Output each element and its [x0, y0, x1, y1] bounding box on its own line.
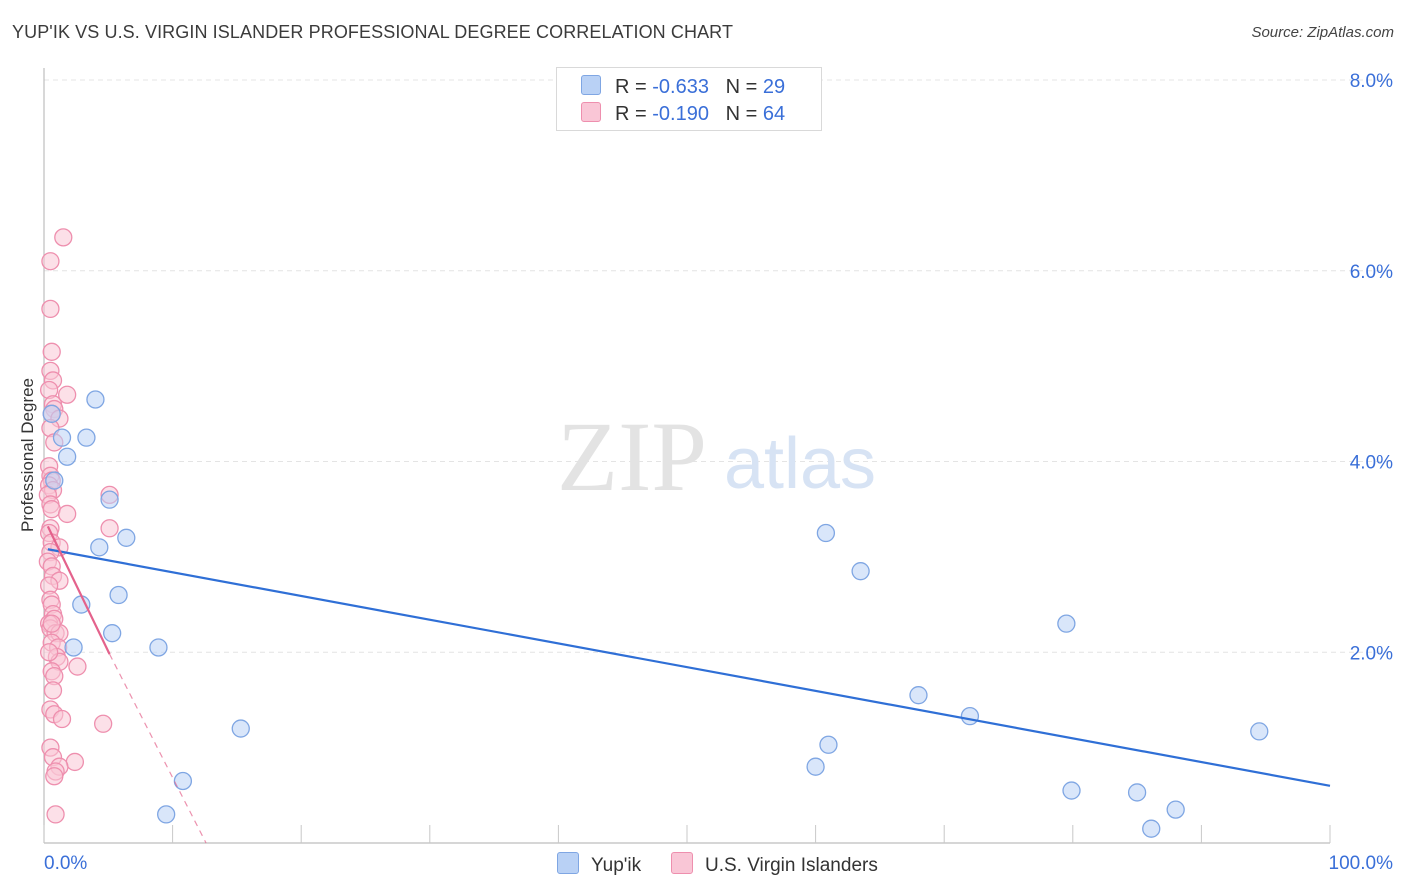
point-virgin-islanders — [41, 252, 60, 271]
point-yupik — [909, 686, 928, 705]
legend-r-value: -0.190 — [652, 103, 709, 125]
point-virgin-islanders — [57, 385, 77, 404]
point-virgin-islanders — [52, 709, 72, 729]
watermark-atlas: atlas — [724, 424, 876, 504]
legend-r-label: R = — [615, 103, 653, 125]
tick-labels: 2.0% 4.0% 6.0% 8.0% 0.0% 100.0% — [44, 71, 1393, 874]
legend-n-label: N = — [725, 76, 763, 98]
point-yupik — [173, 771, 193, 791]
point-virgin-islanders — [94, 714, 113, 733]
y-tick-label: 2.0% — [1350, 643, 1393, 664]
point-yupik — [816, 523, 836, 543]
point-yupik — [52, 428, 72, 447]
trendline-virgin-islanders — [46, 525, 111, 655]
legend-row-virgin-islanders: R = -0.190 N = 64 — [581, 102, 785, 126]
point-yupik — [72, 595, 91, 614]
point-virgin-islanders — [45, 767, 64, 786]
x-tick-label-min: 0.0% — [44, 853, 87, 874]
watermark-zip: ZIP — [557, 401, 707, 512]
point-virgin-islanders — [46, 805, 65, 824]
legend-row-yupik: R = -0.633 N = 29 — [581, 75, 785, 99]
legend-n-value: 64 — [762, 103, 786, 125]
point-virgin-islanders — [57, 504, 77, 524]
legend-r-label: R = — [615, 76, 653, 98]
point-yupik — [157, 805, 176, 824]
point-virgin-islanders — [100, 519, 119, 538]
bottom-legend-swatch-blue — [557, 852, 579, 874]
point-yupik — [231, 719, 250, 738]
point-yupik — [149, 638, 168, 657]
point-virgin-islanders — [54, 228, 73, 247]
legend-n-label: N = — [725, 103, 763, 125]
bottom-legend-yupik: Yup'ik — [557, 852, 641, 877]
point-yupik — [1062, 781, 1081, 800]
point-yupik — [57, 447, 77, 466]
legend-n-value: 29 — [762, 76, 786, 98]
correlation-legend: R = -0.633 N = 29 R = -0.190 N = 64 — [556, 67, 822, 131]
point-yupik — [806, 757, 825, 776]
point-virgin-islanders — [68, 657, 87, 676]
y-tick-label: 6.0% — [1350, 262, 1393, 283]
point-yupik — [86, 390, 105, 409]
point-yupik — [1250, 722, 1269, 741]
point-yupik — [1057, 614, 1076, 633]
y-axis-label: Professional Degree — [18, 377, 37, 533]
point-yupik — [64, 638, 83, 657]
trendline-yupik — [47, 548, 1331, 787]
bottom-legend-virgin-islanders: U.S. Virgin Islanders — [671, 852, 878, 877]
point-virgin-islanders — [42, 342, 61, 361]
chart-title: YUP'IK VS U.S. VIRGIN ISLANDER PROFESSIO… — [12, 22, 734, 42]
point-virgin-islanders — [41, 299, 60, 319]
bottom-legend-swatch-pink — [671, 852, 693, 874]
trendline-virgin-islanders-extension — [109, 653, 207, 844]
point-yupik — [77, 428, 96, 447]
point-yupik — [1127, 783, 1147, 802]
legend-r-value: -0.633 — [652, 76, 709, 98]
points-layer — [38, 228, 1269, 838]
y-tick-label: 4.0% — [1350, 453, 1393, 474]
point-yupik — [1166, 800, 1185, 819]
trend-layer — [46, 525, 1331, 844]
x-tick-label-max: 100.0% — [1329, 853, 1394, 874]
point-virgin-islanders — [42, 614, 61, 633]
y-tick-label: 8.0% — [1350, 71, 1393, 92]
bottom-legend-label: U.S. Virgin Islanders — [705, 855, 878, 876]
point-yupik — [100, 490, 119, 509]
point-yupik — [851, 562, 870, 581]
legend-swatch-pink — [581, 102, 601, 122]
grid-layer — [44, 79, 1392, 653]
point-yupik — [42, 404, 61, 423]
point-yupik — [960, 707, 980, 726]
point-virgin-islanders — [39, 643, 59, 662]
point-yupik — [103, 624, 122, 643]
point-yupik — [90, 538, 109, 557]
point-virgin-islanders — [65, 752, 85, 772]
point-yupik — [45, 471, 64, 490]
source-label: Source: ZipAtlas.com — [1251, 24, 1394, 41]
point-yupik — [1142, 819, 1161, 838]
point-yupik — [109, 585, 128, 605]
point-yupik — [117, 528, 136, 547]
point-virgin-islanders — [42, 500, 61, 519]
legend-swatch-blue — [581, 75, 601, 95]
point-yupik — [819, 735, 838, 754]
bottom-legend-label: Yup'ik — [591, 855, 642, 876]
point-virgin-islanders — [43, 681, 63, 700]
